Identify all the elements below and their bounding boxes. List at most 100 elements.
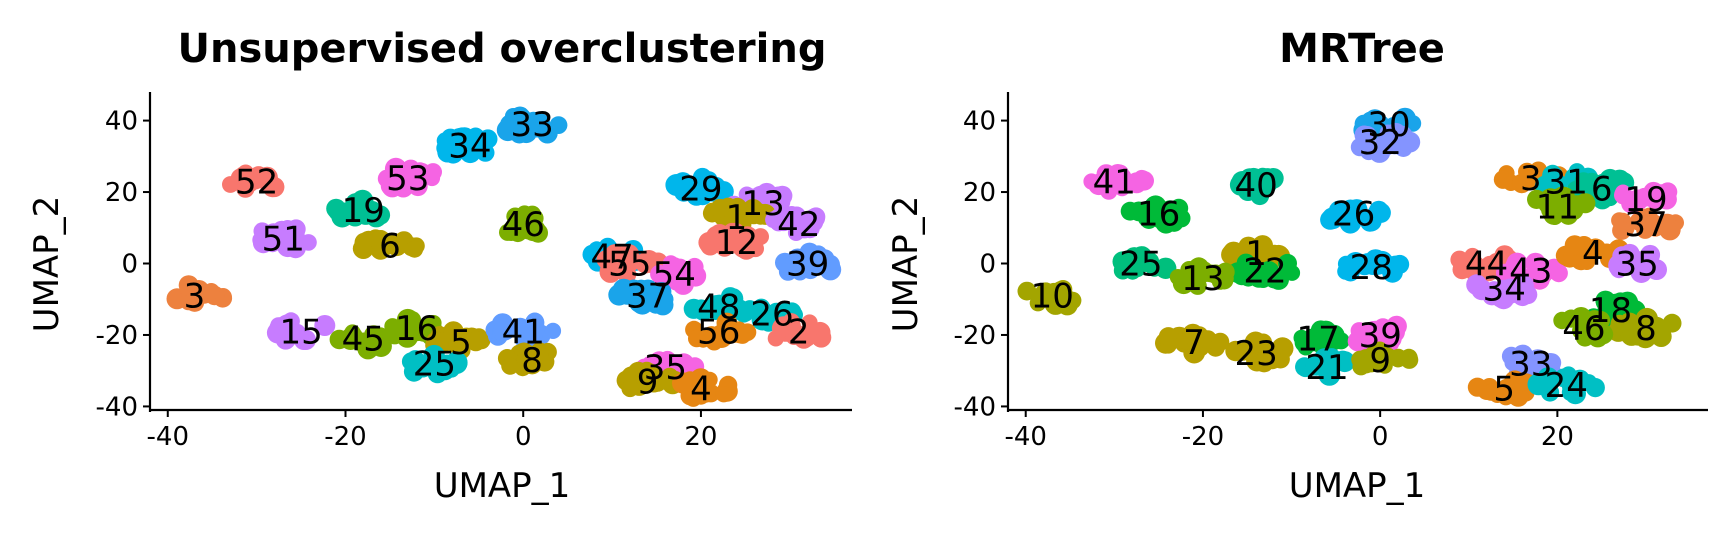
data-point	[1527, 350, 1545, 368]
cluster-points	[1351, 341, 1419, 376]
data-point	[537, 122, 558, 144]
cluster-points	[499, 205, 548, 243]
cluster-points	[1614, 181, 1678, 215]
cluster-points	[1320, 199, 1391, 234]
cluster-points	[1350, 122, 1421, 163]
data-point	[276, 235, 299, 258]
data-point	[756, 182, 777, 204]
cluster-label: 8	[521, 341, 543, 381]
data-point	[1321, 207, 1344, 230]
cluster-label: 6	[379, 227, 401, 267]
cluster-label: 34	[1483, 270, 1526, 310]
data-point	[1138, 205, 1156, 223]
data-point	[1182, 323, 1204, 345]
cluster-points	[767, 313, 832, 349]
x-tick-label: -20	[324, 422, 366, 452]
data-point	[1549, 264, 1568, 283]
cluster-points	[685, 312, 757, 351]
cluster-points	[497, 342, 557, 377]
data-point	[396, 308, 419, 331]
cluster-points	[650, 255, 707, 295]
cluster-label: 41	[502, 312, 545, 352]
y-tick-label: 20	[963, 178, 996, 208]
cluster-points	[672, 368, 738, 407]
cluster-label: 3	[184, 277, 206, 317]
data-point	[1487, 284, 1506, 303]
cluster-label: 13	[741, 184, 784, 224]
data-point	[286, 219, 306, 239]
cluster-label: 11	[1536, 187, 1579, 227]
cluster-points	[775, 242, 842, 281]
data-point	[1243, 167, 1264, 189]
data-point	[1106, 174, 1124, 192]
data-point	[530, 342, 549, 361]
data-point	[1592, 188, 1613, 210]
data-point	[384, 318, 401, 335]
data-point	[493, 318, 516, 341]
cluster-label: 24	[1545, 366, 1588, 406]
data-point	[1278, 253, 1297, 273]
cluster-label: 37	[1624, 205, 1667, 245]
data-point	[1345, 199, 1368, 221]
cluster-label: 54	[653, 255, 696, 295]
data-point	[726, 232, 746, 252]
data-point	[1244, 331, 1267, 354]
data-point	[1314, 348, 1335, 369]
cluster-points	[485, 312, 562, 351]
y-tick-label: 0	[121, 250, 138, 280]
cluster-label: 9	[637, 362, 659, 402]
cluster-points	[608, 278, 674, 316]
data-point	[1169, 198, 1189, 218]
data-point	[1083, 173, 1100, 190]
cluster-points	[616, 361, 685, 398]
cluster-points	[352, 229, 425, 260]
cluster-points	[436, 127, 498, 164]
data-point	[1585, 322, 1606, 343]
data-point	[328, 204, 345, 221]
data-point	[1337, 255, 1355, 272]
cluster-label: 1	[726, 198, 748, 238]
cluster-label: 33	[1509, 345, 1552, 385]
data-point	[1134, 171, 1154, 191]
x-tick-label: -40	[1004, 422, 1046, 452]
data-point	[408, 176, 428, 197]
cluster-points	[1120, 195, 1191, 234]
cluster-label: 15	[279, 312, 322, 352]
data-point	[1529, 264, 1550, 285]
data-point	[424, 163, 442, 181]
y-tick-label: 20	[105, 178, 138, 208]
cluster-label: 8	[1635, 309, 1657, 349]
cluster-label: 6	[1591, 170, 1613, 210]
data-point	[672, 373, 693, 394]
data-point	[1562, 309, 1581, 328]
cluster-label: 21	[1305, 348, 1348, 388]
data-point	[1497, 388, 1515, 406]
data-point	[349, 197, 371, 219]
data-point	[691, 386, 711, 405]
cluster-label: 41	[1093, 162, 1136, 202]
data-point	[1482, 383, 1500, 401]
cluster-label: 52	[235, 162, 278, 202]
data-point	[706, 225, 727, 247]
data-point	[1617, 295, 1639, 317]
cluster-label: 46	[502, 205, 545, 245]
panel-unsupervised-overclustering: Unsupervised overclustering UMAP_1 UMAP_…	[27, 26, 852, 506]
cluster-label: 19	[1624, 180, 1667, 220]
cluster-label: 42	[777, 205, 820, 245]
data-point	[1257, 270, 1275, 287]
cluster-label: 43	[1509, 252, 1552, 292]
cluster-points	[1527, 366, 1605, 405]
data-point	[1513, 373, 1532, 392]
data-point	[1389, 348, 1408, 368]
data-point	[1372, 258, 1389, 275]
cluster-label: 26	[750, 295, 793, 335]
data-point	[689, 186, 709, 205]
data-point	[179, 278, 198, 297]
cluster-label: 9	[1369, 341, 1391, 381]
data-point	[1466, 274, 1487, 296]
data-point	[712, 295, 729, 313]
data-point	[446, 353, 468, 374]
data-point	[1627, 323, 1647, 343]
data-point	[509, 317, 531, 339]
